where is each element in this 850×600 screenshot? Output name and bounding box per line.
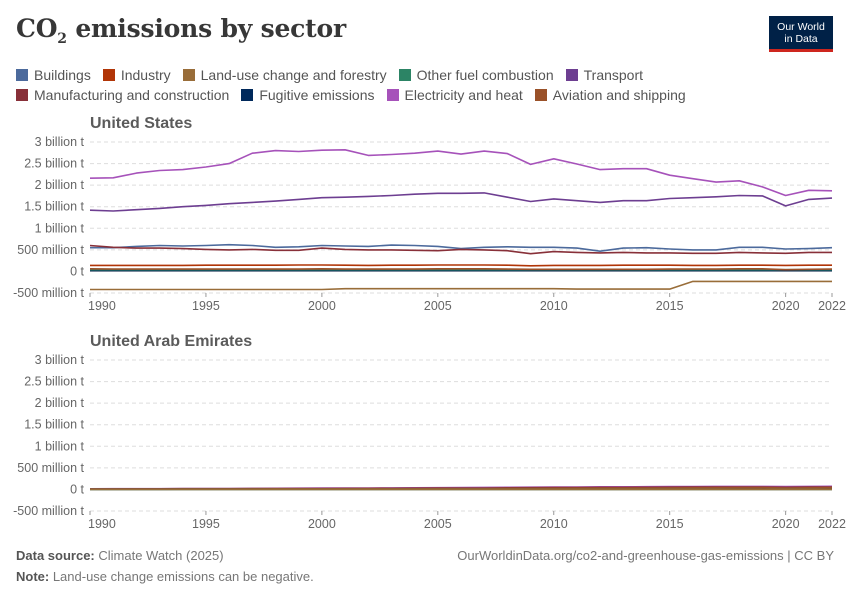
logo-line-2: in Data xyxy=(784,33,818,45)
note-label: Note: xyxy=(16,569,50,584)
logo-line-1: Our World xyxy=(777,21,825,33)
y-tick-label: 1 billion t xyxy=(35,221,85,235)
legend-swatch xyxy=(534,89,547,101)
y-tick-label: -500 million t xyxy=(13,504,84,518)
chart-title: United States xyxy=(90,115,192,132)
series-line-manufacturing-and-construction xyxy=(89,244,832,255)
page-title: CO2 emissions by sector xyxy=(16,14,346,47)
footer-note: Note: Land-use change emissions can be n… xyxy=(16,569,314,584)
legend-swatch xyxy=(398,69,411,81)
y-tick-label: 3 billion t xyxy=(35,135,85,149)
y-tick-label: 0 t xyxy=(70,264,84,278)
data-source-label: Data source: xyxy=(16,548,95,563)
chart-title: United Arab Emirates xyxy=(90,333,252,350)
owid-logo[interactable]: Our World in Data xyxy=(769,16,833,52)
series-line-aviation-and-shipping xyxy=(89,268,833,271)
legend-label: Fugitive emissions xyxy=(259,87,375,103)
y-tick-label: 2 billion t xyxy=(35,178,85,192)
y-tick-label: 2 billion t xyxy=(35,396,85,410)
legend-swatch xyxy=(102,69,115,81)
legend-item-land-use-change-and-forestry[interactable]: Land-use change and forestry xyxy=(182,66,387,84)
legend-item-manufacturing-and-construction[interactable]: Manufacturing and construction xyxy=(16,86,229,104)
legend-swatch xyxy=(16,69,28,81)
legend-item-industry[interactable]: Industry xyxy=(102,66,171,84)
data-source-text[interactable]: Climate Watch (2025) xyxy=(94,548,224,563)
source-url[interactable]: OurWorldinData.org/co2-and-greenhouse-ga… xyxy=(457,548,834,563)
x-tick-label: 2020 xyxy=(772,517,800,528)
data-source: Data source: Climate Watch (2025) xyxy=(16,548,224,563)
series-line-transport xyxy=(89,192,833,212)
series-line-industry xyxy=(90,264,832,267)
legend-label: Buildings xyxy=(34,67,91,83)
x-tick-label: 2015 xyxy=(656,517,684,528)
x-tick-label: 1990 xyxy=(88,299,116,313)
x-tick-label: 2010 xyxy=(540,299,568,313)
y-tick-label: 2.5 billion t xyxy=(24,157,84,171)
x-tick-label: 1995 xyxy=(192,299,220,313)
legend-item-aviation-and-shipping[interactable]: Aviation and shipping xyxy=(534,86,686,104)
legend: Buildings Industry Land-use change and for… xyxy=(16,66,836,104)
charts-area: United States -500 million t 0 t 500 millio… xyxy=(13,115,846,528)
x-tick-label: 2020 xyxy=(772,299,800,313)
legend-item-transport[interactable]: Transport xyxy=(565,66,644,84)
y-tick-label: 2.5 billion t xyxy=(24,375,84,389)
legend-label: Transport xyxy=(583,67,644,83)
y-tick-label: 500 million t xyxy=(17,461,84,475)
series-line-electricity-and-heat xyxy=(89,148,833,197)
y-tick-label: 500 million t xyxy=(17,243,84,257)
series-line-buildings xyxy=(90,243,833,252)
x-tick-label: 1995 xyxy=(192,517,220,528)
x-tick-label: 2000 xyxy=(308,517,336,528)
x-tick-label: 2010 xyxy=(540,517,568,528)
legend-swatch xyxy=(182,69,195,81)
x-tick-label: 2005 xyxy=(424,299,452,313)
chart-panel-2: United Arab Emirates -500 million t 0 t 500… xyxy=(13,333,846,528)
legend-swatch xyxy=(386,89,399,101)
legend-item-electricity-and-heat[interactable]: Electricity and heat xyxy=(386,86,523,104)
legend-label: Manufacturing and construction xyxy=(34,87,230,103)
y-tick-label: 1 billion t xyxy=(35,439,85,453)
x-tick-label: 1990 xyxy=(88,517,116,528)
legend-label: Aviation and shipping xyxy=(552,87,686,103)
chart-panel-1: United States -500 million t 0 t 500 millio… xyxy=(13,115,846,313)
legend-swatch xyxy=(241,89,254,101)
legend-label: Industry xyxy=(120,67,171,83)
note-text: Land-use change emissions can be negativ… xyxy=(49,569,314,584)
x-tick-label: 2005 xyxy=(424,517,452,528)
legend-label: Land-use change and forestry xyxy=(200,67,387,83)
legend-swatch xyxy=(16,89,28,101)
y-tick-label: -500 million t xyxy=(13,286,84,300)
y-tick-label: 1.5 billion t xyxy=(24,200,84,214)
legend-label: Other fuel combustion xyxy=(416,67,554,83)
legend-item-buildings[interactable]: Buildings xyxy=(16,66,91,84)
legend-item-fugitive-emissions[interactable]: Fugitive emissions xyxy=(241,86,375,104)
y-tick-label: 0 t xyxy=(70,482,84,496)
x-tick-label: 2015 xyxy=(656,299,684,313)
x-tick-label: 2000 xyxy=(308,299,336,313)
y-tick-label: 1.5 billion t xyxy=(24,418,84,432)
legend-label: Electricity and heat xyxy=(404,87,523,103)
y-tick-label: 3 billion t xyxy=(35,353,85,367)
legend-swatch xyxy=(565,69,578,81)
series-line-land-use-change-and-forestry xyxy=(90,280,832,291)
x-tick-label: 2022 xyxy=(818,299,846,313)
legend-item-other-fuel-combustion[interactable]: Other fuel combustion xyxy=(398,66,554,84)
x-tick-label: 2022 xyxy=(818,517,846,528)
